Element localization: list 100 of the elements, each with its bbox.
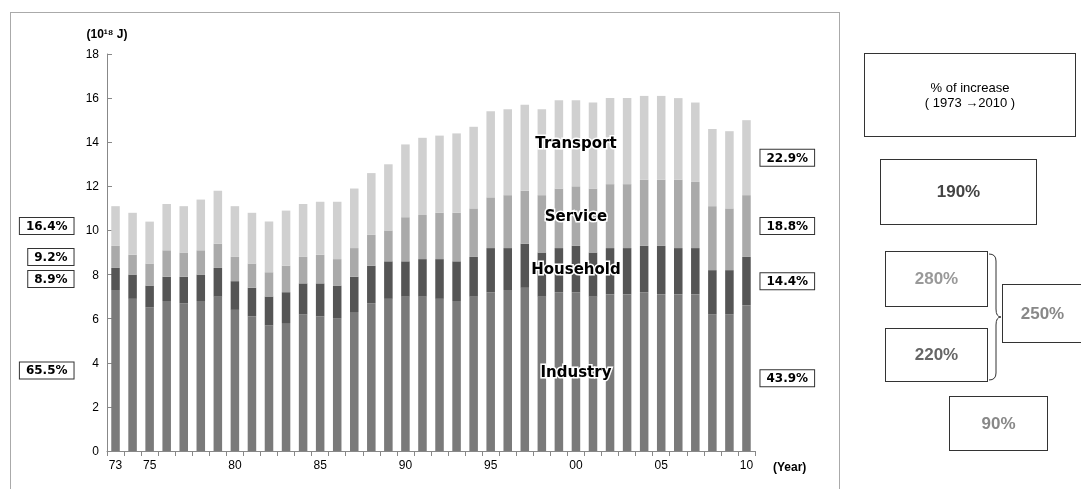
bar: [469, 208, 478, 257]
bar: [384, 298, 393, 451]
bar: [486, 292, 495, 451]
y-tick-label: 10: [85, 223, 100, 238]
series-label: Industry: [540, 362, 612, 381]
bar: [725, 208, 734, 271]
bar: [435, 212, 444, 260]
bar: [350, 188, 359, 249]
y-tick-label: 0: [92, 444, 100, 458]
bar: [435, 298, 444, 451]
bar: [503, 195, 512, 249]
bar: [367, 303, 376, 451]
bar: [418, 259, 427, 297]
bar: [179, 303, 188, 451]
bar: [742, 195, 751, 257]
bar: [401, 261, 410, 297]
bar: [315, 254, 325, 284]
bar: [264, 221, 274, 273]
bar: [691, 294, 700, 451]
bar: [674, 294, 683, 451]
bar: [742, 120, 751, 196]
bar: [247, 263, 257, 288]
bar: [179, 252, 188, 277]
bar: [435, 259, 444, 299]
bar: [128, 254, 137, 275]
bar: [247, 287, 257, 317]
bar: [281, 265, 291, 293]
bar: [196, 199, 206, 251]
bar: [503, 289, 512, 451]
bar: [145, 285, 154, 308]
bar: [315, 201, 325, 255]
bar: [537, 195, 547, 253]
bar: [656, 179, 666, 246]
text: % of increase ( 1973 →2010 ): [864, 53, 1076, 137]
bar: [639, 95, 649, 180]
text: 18.8%: [766, 219, 809, 234]
y-tick-label: 12: [85, 179, 100, 194]
bar: [418, 137, 427, 216]
x-tick-label: 00: [569, 458, 583, 472]
y-tick-label: 6: [92, 311, 100, 326]
bar: [332, 318, 342, 451]
bar: [145, 263, 154, 286]
bar: [742, 305, 751, 451]
bar: [128, 212, 137, 255]
bar: [622, 294, 632, 451]
bar: [298, 256, 308, 284]
bar: [230, 256, 240, 282]
bar: [520, 104, 530, 191]
y-tick-label: 4: [92, 355, 100, 370]
bar: [367, 173, 376, 235]
bar: [469, 296, 478, 451]
bar: [162, 203, 171, 251]
x-tick-label: 73: [108, 458, 123, 472]
bar: [656, 294, 666, 451]
bar: [111, 267, 120, 290]
bar: [435, 135, 444, 213]
y-axis-title: (10¹⁸ J): [86, 27, 128, 41]
bar: [622, 98, 632, 185]
bar: [384, 230, 393, 262]
bar: [384, 164, 393, 231]
bar: [418, 296, 427, 451]
bar: [162, 250, 171, 277]
bar: [111, 206, 120, 246]
y-tick-label: 18: [85, 47, 100, 61]
text: 9.2%: [34, 249, 68, 264]
bar: [196, 301, 206, 451]
bar: [332, 201, 342, 260]
bar: [230, 309, 240, 451]
bar: [264, 325, 274, 451]
y-tick-label: 14: [85, 135, 100, 150]
bar: [674, 98, 683, 180]
y-tick-label: 2: [92, 399, 100, 414]
bar: [691, 181, 700, 249]
series-label: Service: [544, 207, 608, 226]
bar: [469, 126, 478, 209]
bar: [639, 179, 649, 246]
bar: [264, 296, 274, 326]
bar: [179, 276, 188, 304]
bar: [639, 245, 649, 293]
bar: [281, 292, 291, 324]
bar: [213, 267, 223, 297]
bar: [708, 314, 717, 451]
text: 190%: [880, 159, 1037, 225]
text: 22.9%: [766, 150, 809, 165]
bar: [486, 248, 495, 293]
bar: [128, 298, 137, 451]
bar: [401, 144, 410, 218]
bar: [350, 248, 359, 277]
text: 16.4%: [25, 219, 68, 234]
bar: [725, 131, 734, 209]
bar: [674, 248, 683, 295]
x-tick-label: 80: [228, 458, 242, 472]
bar: [401, 217, 410, 262]
text: 8.9%: [34, 271, 68, 286]
bar: [452, 133, 461, 213]
x-tick-label: 10: [739, 458, 754, 472]
bar: [656, 95, 666, 180]
bar: [315, 283, 325, 317]
text: 220%: [885, 328, 988, 382]
bar: [230, 206, 240, 257]
